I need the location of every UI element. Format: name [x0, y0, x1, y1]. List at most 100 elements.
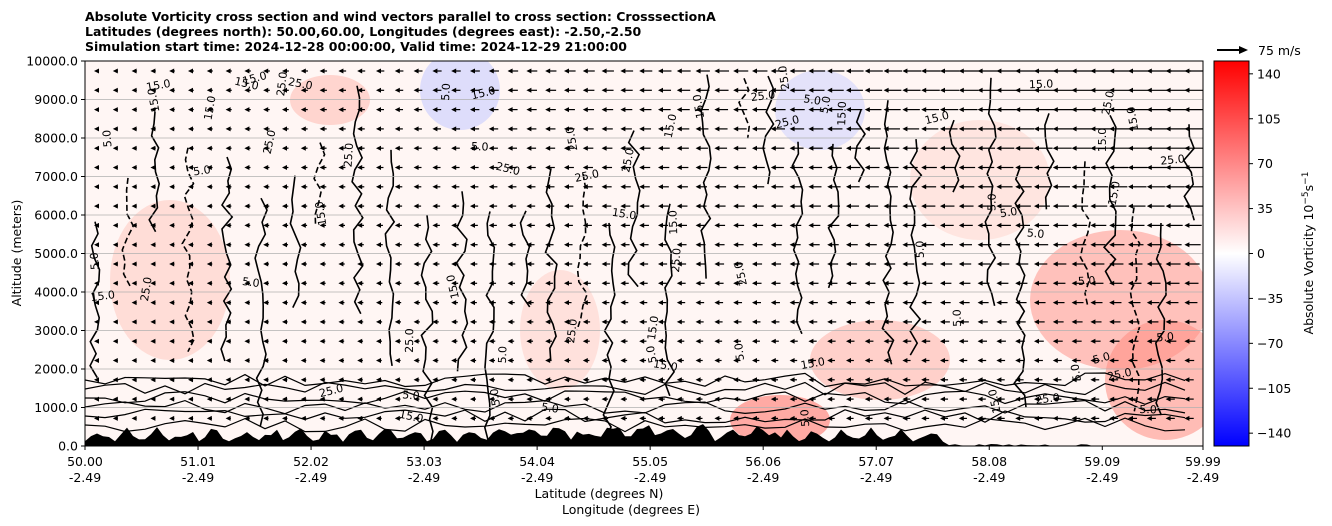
contour-line — [384, 149, 396, 367]
wind-vector-head — [470, 280, 475, 286]
wind-vector-head — [921, 377, 927, 383]
x-tick-label-latitude: 59.99 — [1185, 454, 1221, 469]
wind-vector-head — [188, 68, 193, 74]
wind-vector-head — [827, 415, 833, 421]
wind-vector-head — [150, 261, 156, 267]
wind-vector-head — [1015, 261, 1021, 267]
wind-vector-head — [846, 280, 851, 286]
wind-vector-head — [357, 242, 363, 248]
wind-vector-head — [112, 261, 118, 267]
x-tick-label-latitude: 54.04 — [519, 454, 555, 469]
wind-vector-head — [770, 319, 776, 325]
wind-vector-head — [188, 203, 193, 209]
wind-vector-head — [846, 300, 851, 306]
wind-vector-head — [357, 107, 363, 113]
wind-vector-head — [112, 300, 118, 306]
wind-vector-head — [996, 145, 1002, 151]
contour-line — [313, 142, 326, 227]
x-axis-label-longitude: Longitude (degrees E) — [562, 502, 700, 517]
wind-vector-head — [658, 396, 663, 402]
wind-vector-head — [112, 377, 118, 383]
wind-vector-head — [1071, 242, 1077, 248]
wind-vector-head — [1090, 68, 1096, 74]
contour-label: 5.0 — [471, 140, 489, 154]
contour-line — [1103, 114, 1117, 284]
wind-vector-head — [695, 126, 701, 132]
wind-vector-head — [733, 203, 739, 209]
wind-vector-head — [601, 415, 607, 421]
wind-vector-head — [300, 415, 306, 421]
wind-vector-head — [451, 338, 457, 344]
wind-vector-head — [470, 242, 475, 248]
wind-vector-head — [225, 126, 231, 132]
contour-label: 15.0 — [1096, 128, 1109, 153]
wind-vector-head — [1071, 145, 1077, 151]
wind-vector-head — [808, 358, 814, 363]
wind-vector-head — [413, 396, 419, 402]
wind-vector-head — [1184, 319, 1190, 325]
wind-vector-head — [601, 126, 607, 132]
wind-vector-head — [1052, 338, 1058, 344]
contour-line — [455, 191, 469, 372]
wind-vector-head — [1052, 165, 1058, 170]
wind-vector-head — [883, 280, 889, 286]
wind-vector-head — [94, 319, 99, 325]
wind-vector-head — [1034, 242, 1039, 248]
wind-vector-head — [131, 319, 137, 325]
wind-vector-head — [94, 358, 99, 363]
wind-vector-head — [507, 68, 513, 74]
wind-vector-head — [601, 338, 607, 344]
wind-vector-head — [1184, 300, 1190, 306]
wind-vector-head — [714, 338, 720, 344]
wind-vector-head — [319, 415, 325, 421]
contour-label: 15.0 — [145, 77, 171, 94]
wind-vector-head — [225, 107, 231, 113]
wind-vector-head — [394, 396, 400, 402]
wind-vector-head — [1015, 87, 1021, 93]
wind-vector-head — [206, 126, 212, 132]
wind-vector-head — [940, 396, 945, 402]
wind-vector-head — [846, 165, 851, 170]
wind-vector-head — [864, 358, 870, 363]
wind-vector-head — [282, 396, 287, 402]
wind-vector-head — [883, 396, 889, 402]
wind-vector-head — [263, 87, 269, 93]
wind-vector-head — [902, 165, 908, 170]
x-tick-label-longitude: -2.49 — [860, 470, 892, 485]
vorticity-patch — [520, 270, 600, 390]
wind-vector-head — [225, 415, 231, 421]
contour-label: 25.0 — [274, 71, 290, 97]
wind-vector-head — [282, 222, 287, 228]
wind-vector-head — [808, 242, 814, 248]
wind-vector-head — [902, 319, 908, 325]
wind-vector-head — [921, 184, 927, 190]
wind-vector-head — [601, 107, 607, 113]
wind-vector-head — [789, 165, 795, 170]
wind-vector-head — [1090, 280, 1096, 286]
x-tick-label-longitude: -2.49 — [747, 470, 779, 485]
wind-vector-head — [244, 377, 250, 383]
wind-vector-head — [658, 319, 663, 325]
wind-vector-head — [1015, 165, 1021, 170]
wind-vector-head — [789, 87, 795, 93]
wind-vector-head — [507, 261, 513, 267]
wind-vector-head — [676, 338, 682, 344]
contour-label: 15.0 — [145, 87, 162, 114]
wind-vector-head — [188, 107, 193, 113]
wind-vector-head — [432, 261, 438, 267]
wind-vector-head — [432, 377, 438, 383]
wind-vector-head — [319, 358, 325, 363]
wind-vector-head — [1146, 107, 1152, 113]
wind-vector-head — [921, 358, 927, 363]
wind-vector-head — [488, 222, 494, 228]
wind-vector-head — [451, 358, 457, 363]
wind-vector-head — [564, 184, 569, 190]
wind-vector-head — [601, 222, 607, 228]
wind-vector-head — [883, 87, 889, 93]
wind-vector-head — [977, 358, 983, 363]
wind-vector-head — [206, 280, 212, 286]
wind-vector-head — [188, 222, 193, 228]
wind-vector-head — [244, 203, 250, 209]
wind-vector-head — [846, 203, 851, 209]
wind-vector-head — [526, 377, 532, 383]
